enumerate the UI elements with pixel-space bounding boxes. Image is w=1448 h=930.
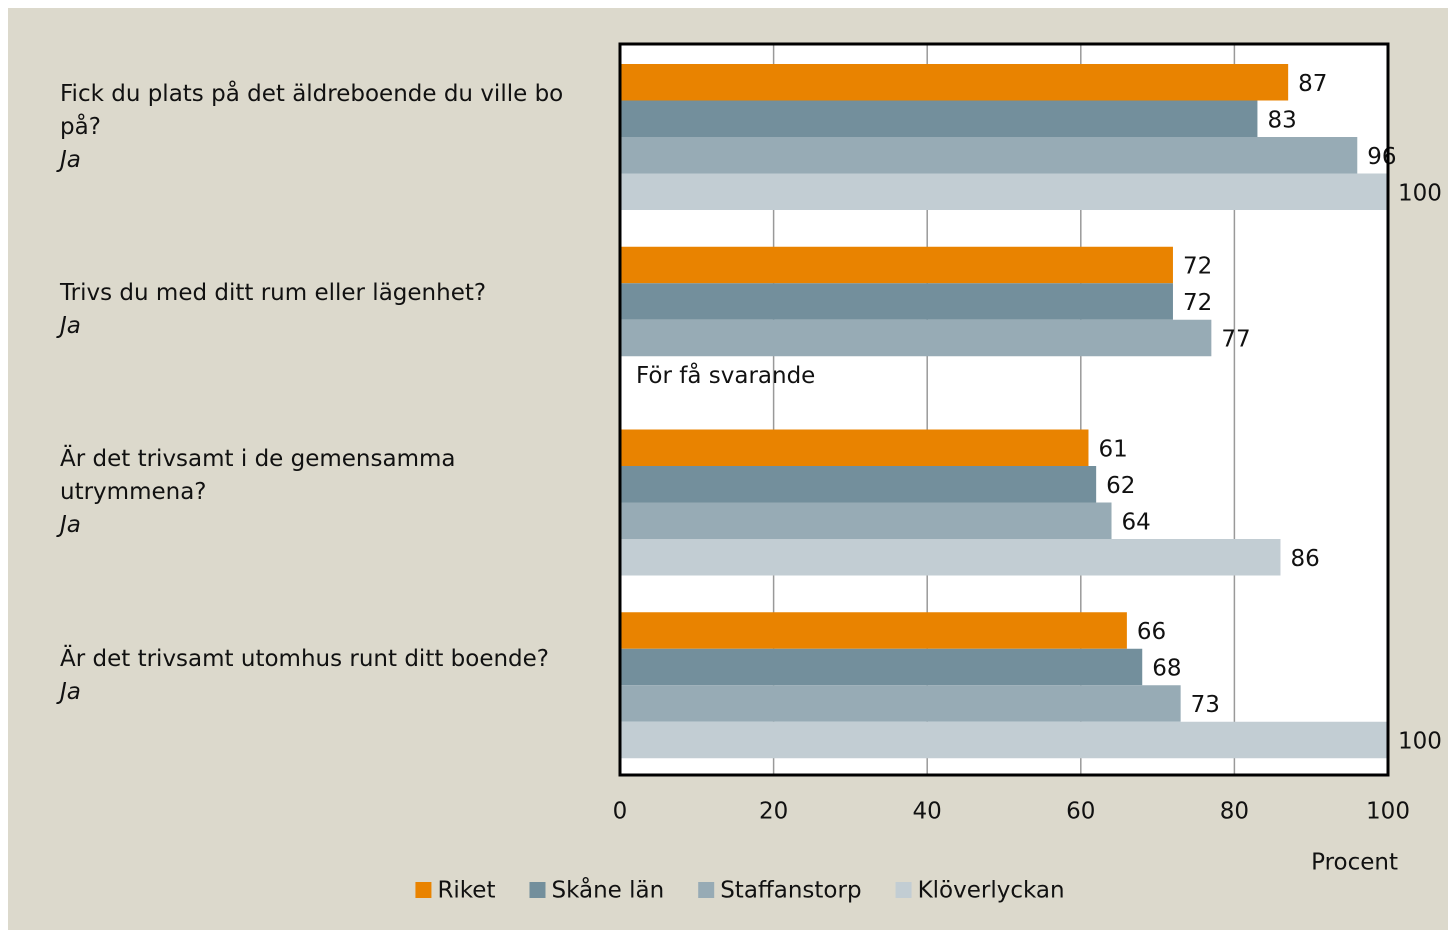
- bar: [620, 466, 1097, 503]
- bar: [620, 137, 1358, 174]
- answer: Ja: [60, 146, 81, 173]
- value-label: 86: [1290, 546, 1319, 572]
- bar: [620, 721, 1388, 759]
- legend-label: Staffanstorp: [720, 878, 861, 904]
- value-label: 72: [1183, 254, 1212, 280]
- category-label: Är det trivsamt utomhus runt ditt boende…: [60, 643, 570, 709]
- value-label: 68: [1152, 656, 1181, 682]
- category-label: Trivs du med ditt rum eller lägenhet? Ja: [60, 277, 570, 343]
- question: Är det trivsamt i de gemensamma utrymmen…: [60, 446, 456, 506]
- value-label: 77: [1221, 327, 1250, 353]
- category-label: Fick du plats på det äldreboende du vill…: [60, 78, 570, 177]
- x-tick-label: 100: [1366, 799, 1410, 825]
- x-tick-label: 20: [759, 799, 788, 825]
- legend-label: Skåne län: [551, 876, 664, 904]
- bar: [620, 429, 1089, 466]
- x-tick-label: 60: [1066, 799, 1095, 825]
- bar: [620, 539, 1281, 576]
- bar: [620, 64, 1289, 101]
- bar: [620, 319, 1212, 357]
- value-label: 73: [1191, 692, 1220, 718]
- x-tick-label: 80: [1220, 799, 1249, 825]
- legend: Riket Skåne län Staffanstorp Klöverlyckan: [415, 876, 1065, 904]
- legend-swatch: [529, 882, 546, 898]
- bar: [620, 502, 1112, 539]
- value-label: 83: [1267, 107, 1296, 133]
- legend-label: Riket: [437, 878, 495, 904]
- bar: [620, 685, 1181, 722]
- bar: [620, 648, 1143, 686]
- bar: [620, 283, 1173, 320]
- value-label: 66: [1137, 619, 1166, 645]
- bar: [620, 612, 1127, 649]
- legend-swatch: [415, 882, 432, 898]
- answer: Ja: [60, 678, 81, 705]
- x-tick-label: 0: [613, 799, 628, 825]
- value-label: 87: [1298, 71, 1327, 97]
- x-tick-label: 40: [913, 799, 942, 825]
- bar: [620, 100, 1258, 137]
- bar: [620, 246, 1173, 284]
- legend-label: Klöverlyckan: [918, 878, 1065, 904]
- value-label: 61: [1098, 436, 1127, 462]
- answer: Ja: [60, 313, 81, 340]
- bar: [620, 173, 1388, 210]
- answer: Ja: [60, 512, 81, 539]
- value-label: 72: [1183, 290, 1212, 316]
- legend-swatch: [895, 882, 912, 898]
- plot-border: [618, 42, 1390, 777]
- value-label: 62: [1106, 473, 1135, 499]
- question: Fick du plats på det äldreboende du vill…: [60, 80, 564, 140]
- question: Trivs du med ditt rum eller lägenhet?: [60, 280, 487, 307]
- category-label: Är det trivsamt i de gemensamma utrymmen…: [60, 443, 570, 542]
- x-axis-label: Procent: [1311, 850, 1398, 876]
- value-label: 96: [1367, 144, 1396, 170]
- value-label: 100: [1398, 180, 1442, 206]
- value-label: 100: [1398, 729, 1442, 755]
- question: Är det trivsamt utomhus runt ditt boende…: [60, 645, 550, 672]
- legend-swatch: [698, 882, 715, 898]
- value-label: 64: [1122, 509, 1151, 535]
- annotation: För få svarande: [636, 361, 815, 389]
